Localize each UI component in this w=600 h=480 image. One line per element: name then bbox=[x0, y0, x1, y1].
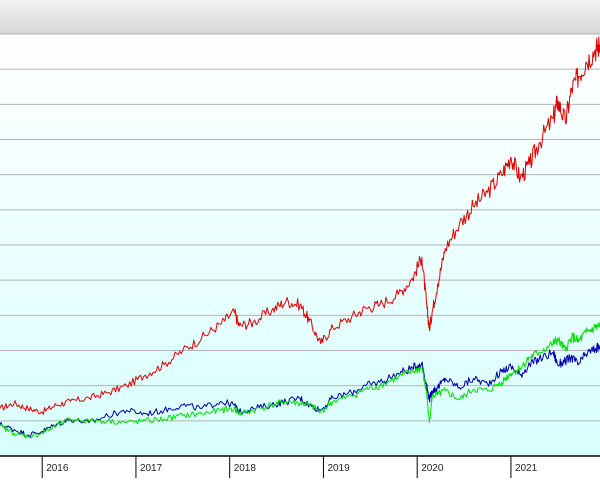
x-tick-label-2019: 2019 bbox=[327, 463, 350, 474]
series-line-2 bbox=[0, 342, 600, 438]
series-line-3 bbox=[0, 322, 600, 439]
x-tick-label-2021: 2021 bbox=[515, 463, 538, 474]
grid-lines bbox=[0, 33, 600, 422]
header-bar bbox=[0, 0, 600, 34]
x-tick-label-2018: 2018 bbox=[234, 463, 257, 474]
series-line-1 bbox=[0, 36, 600, 415]
x-tick-label-2020: 2020 bbox=[421, 463, 444, 474]
series-lines bbox=[0, 36, 600, 439]
x-tick-label-2016: 2016 bbox=[46, 463, 69, 474]
x-axis: 2016 2017 2018 2019 2020 2021 bbox=[41, 456, 538, 478]
x-axis-band bbox=[0, 456, 600, 480]
x-tick-label-2017: 2017 bbox=[140, 463, 163, 474]
